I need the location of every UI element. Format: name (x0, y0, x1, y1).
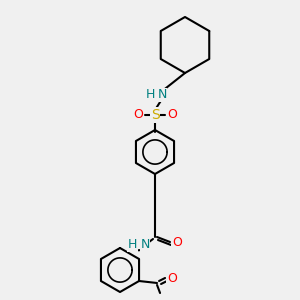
Text: N: N (140, 238, 150, 251)
Text: O: O (133, 109, 143, 122)
Text: S: S (151, 108, 159, 122)
Text: O: O (172, 236, 182, 250)
Text: O: O (167, 109, 177, 122)
Text: O: O (167, 272, 177, 284)
Text: H: H (146, 88, 155, 101)
Text: H: H (128, 238, 137, 251)
Text: N: N (157, 88, 167, 101)
